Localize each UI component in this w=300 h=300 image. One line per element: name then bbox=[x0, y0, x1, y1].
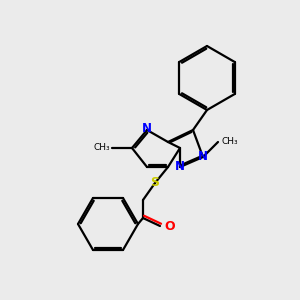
Text: N: N bbox=[142, 122, 152, 136]
Text: CH₃: CH₃ bbox=[221, 136, 238, 146]
Text: N: N bbox=[198, 151, 208, 164]
Text: S: S bbox=[151, 176, 160, 190]
Text: N: N bbox=[175, 160, 185, 173]
Text: CH₃: CH₃ bbox=[93, 143, 110, 152]
Text: O: O bbox=[164, 220, 175, 233]
